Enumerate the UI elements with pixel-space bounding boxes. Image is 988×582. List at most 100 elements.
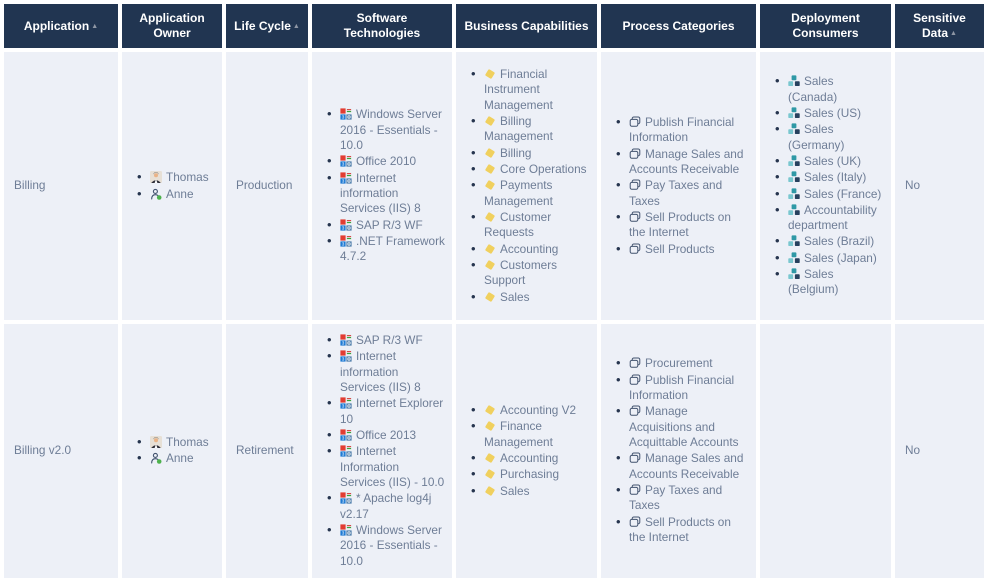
male-avatar-icon <box>150 171 162 184</box>
capability-diamond-icon <box>484 243 496 255</box>
process-copy-icon <box>629 357 641 369</box>
process-categories-cell: ProcurementPublish Financial Information… <box>601 324 756 578</box>
column-header-application-owner[interactable]: Application Owner <box>122 4 222 48</box>
list-item-label: Billing <box>500 145 532 160</box>
sensitive-data-cell: No <box>895 324 984 578</box>
business-capabilities-cell: Accounting V2 Finance ManagementAccountin… <box>456 324 597 578</box>
list-item: Customer Requests <box>470 209 591 241</box>
svg-text:3: 3 <box>342 531 345 536</box>
list-item-label: Customer Requests <box>484 209 552 240</box>
list-item-label: Internet information Services (IIS) 8 <box>340 349 421 394</box>
org-unit-icon <box>788 75 800 87</box>
sort-ascending-icon: ▲ <box>91 22 99 30</box>
list-item-label: SAP R/3 WF <box>356 217 423 232</box>
list-item-label: Sell Products on the Internet <box>629 209 731 240</box>
business-capabilities-cell: Financial Instrument ManagementBilling M… <box>456 52 597 320</box>
life-cycle-cell: Retirement <box>226 324 308 578</box>
column-header-label: Business Capabilities <box>464 18 589 33</box>
process-copy-icon <box>629 484 641 496</box>
software-grid-icon: 3 <box>340 492 352 504</box>
capability-diamond-icon <box>484 147 496 159</box>
list-item: Sales <box>470 483 591 500</box>
process-copy-icon <box>629 179 641 191</box>
software-grid-icon: 3 <box>340 350 352 362</box>
capability-diamond-icon <box>484 404 496 416</box>
list-item: Sell Products <box>615 241 750 258</box>
svg-text:3: 3 <box>342 115 345 120</box>
list-item: Accounting <box>470 241 591 258</box>
org-unit-icon <box>788 107 800 119</box>
list-item: Sales (Brazil) <box>774 233 885 250</box>
software-grid-icon: 3 <box>340 235 352 247</box>
list-item-label: Internet Information Services (IIS) - 10… <box>340 444 445 489</box>
list-item: Sales (US) <box>774 105 885 122</box>
list-item-label: Pay Taxes and Taxes <box>629 483 723 513</box>
list-item-label: Sales <box>500 483 530 498</box>
list-item-label: Customers Support <box>484 257 558 288</box>
org-unit-icon <box>788 123 800 135</box>
list-item-label: Pay Taxes and Taxes <box>629 178 723 208</box>
list-item: Sell Products on the Internet <box>615 209 750 241</box>
list-item-label: Office 2010 <box>356 154 417 169</box>
software-grid-icon: 3 <box>340 334 352 346</box>
process-copy-icon <box>629 116 641 128</box>
list-item-label: Sales (Canada) <box>788 74 838 104</box>
column-header-application[interactable]: Application ▲ <box>4 4 118 48</box>
list-item-label: Internet Explorer 10 <box>340 396 444 426</box>
list-item: 3 SAP R/3 WF <box>326 217 446 234</box>
column-header-label: Deployment Consumers <box>791 11 860 40</box>
list-item: Purchasing <box>470 466 591 483</box>
column-header-sensitive-data[interactable]: Sensitive Data ▲ <box>895 4 984 48</box>
list-item: Pay Taxes and Taxes <box>615 177 750 209</box>
list-item: Sales (Italy) <box>774 169 885 186</box>
sort-ascending-icon: ▲ <box>950 30 957 37</box>
list-item-label: Internet information Services (IIS) 8 <box>340 170 421 216</box>
org-unit-icon <box>788 155 800 167</box>
list-item-label: Publish Financial Information <box>629 115 735 145</box>
column-header-business-capabilities[interactable]: Business Capabilities <box>456 4 597 48</box>
list-item: Anne <box>136 450 216 467</box>
capability-diamond-icon <box>484 211 496 223</box>
list-item-label: SAP R/3 WF <box>356 333 423 347</box>
list-item: Sales (Germany) <box>774 121 885 153</box>
list-item-label: Finance Management <box>484 419 553 449</box>
software-grid-icon: 3 <box>340 445 352 457</box>
column-header-life-cycle[interactable]: Life Cycle ▲ <box>226 4 308 48</box>
svg-text:3: 3 <box>342 357 345 362</box>
list-item: Sales <box>470 289 591 306</box>
application-cell: Billing <box>4 52 118 320</box>
process-categories-cell: Publish Financial InformationManage Sale… <box>601 52 756 320</box>
org-unit-icon <box>788 252 800 264</box>
owner-list: ThomasAnne <box>131 434 216 468</box>
application-cell: Billing v2.0 <box>4 324 118 578</box>
list-item: Sell Products on the Internet <box>615 514 750 546</box>
svg-text:3: 3 <box>342 341 345 346</box>
column-header-deployment-consumers[interactable]: Deployment Consumers <box>760 4 891 48</box>
list-item: Sales (Japan) <box>774 250 885 267</box>
list-item: Sales (Canada) <box>774 73 885 105</box>
list-item: Accounting <box>470 450 591 467</box>
column-header-label: Application Owner <box>139 11 205 40</box>
column-header-process-categories[interactable]: Process Categories <box>601 4 756 48</box>
process-copy-icon <box>629 374 641 386</box>
software-grid-icon: 3 <box>340 108 352 120</box>
list-item-label: Publish Financial Information <box>629 372 735 403</box>
column-header-software-technologies[interactable]: Software Technologies <box>312 4 452 48</box>
list-item-label: Accounting <box>500 241 559 256</box>
process-copy-icon <box>629 516 641 528</box>
list-item: Manage Sales and Accounts Receivable <box>615 450 750 482</box>
list-item: 3 SAP R/3 WF <box>326 332 446 349</box>
list-item-label: Sell Products on the Internet <box>629 514 731 545</box>
person-online-icon <box>150 188 162 200</box>
svg-text:3: 3 <box>342 499 345 504</box>
list-item: Billing Management <box>470 113 591 145</box>
list-item: Manage Acquisitions and Acquittable Acco… <box>615 403 750 450</box>
list-item-label: Windows Server 2016 - Essentials - 10.0 <box>340 107 442 153</box>
list-item: Publish Financial Information <box>615 372 750 404</box>
list-item-label: Sales (UK) <box>804 153 862 168</box>
